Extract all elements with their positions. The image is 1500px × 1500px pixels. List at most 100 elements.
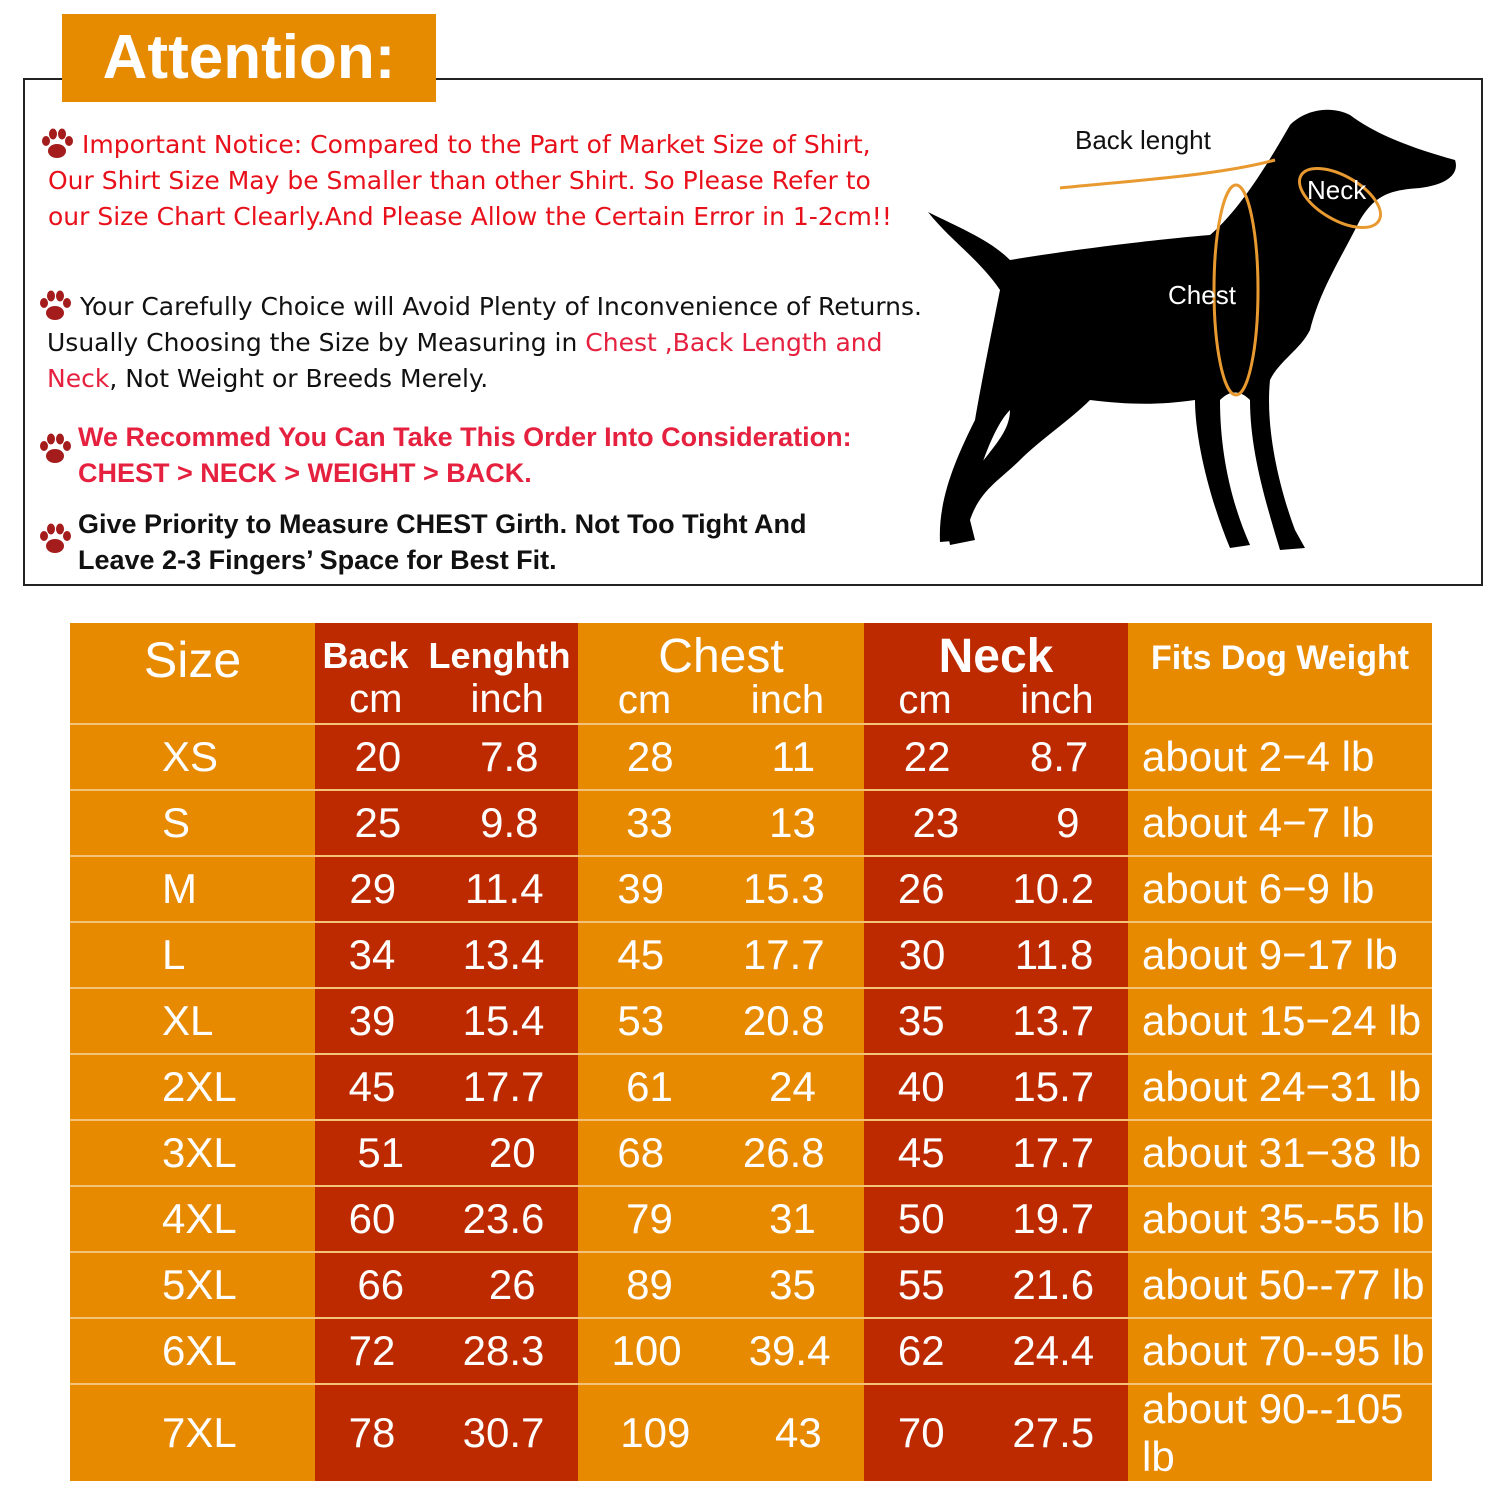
weight-cell: about 6−9 lb (1128, 855, 1432, 922)
value-cm: 66 (357, 1261, 405, 1308)
value-cm: 33 (626, 799, 673, 846)
value-inch: 17.7 (462, 1063, 545, 1110)
value-inch: 13 (769, 799, 816, 846)
value-cm: 34 (348, 931, 396, 978)
attention-banner: Attention: (62, 14, 436, 102)
chest-cell: 79 31 (578, 1185, 864, 1252)
neck-label: Neck (1307, 175, 1367, 205)
neck-cell: 30 11.8 (864, 921, 1128, 988)
size-cell: 7XL (70, 1383, 315, 1481)
notice-important: Important Notice: Compared to the Part o… (48, 130, 892, 231)
value-cm: 29 (349, 865, 397, 912)
value-cm: 78 (348, 1409, 396, 1456)
header-chest: Chest cm inch (578, 623, 864, 724)
weight-cell: about 15−24 lb (1128, 987, 1432, 1054)
neck-cell: 70 27.5 (864, 1383, 1128, 1481)
value-cm: 35 (897, 997, 945, 1044)
chest-cell: 61 24 (578, 1053, 864, 1120)
back-cell: 39 15.4 (315, 987, 578, 1054)
divider (23, 78, 62, 80)
value-inch: 31 (769, 1195, 816, 1242)
value-cm: 30 (898, 931, 946, 978)
value-cm: 20 (354, 733, 402, 780)
value-inch: 11.8 (1014, 931, 1094, 978)
neck-cell: 40 15.7 (864, 1053, 1128, 1120)
back-cell: 29 11.4 (315, 855, 578, 922)
value-inch: 8.7 (1029, 733, 1089, 780)
neck-cell: 55 21.6 (864, 1251, 1128, 1318)
dog-silhouette-icon (928, 109, 1456, 550)
neck-cell: 50 19.7 (864, 1185, 1128, 1252)
back-cell: 78 30.7 (315, 1383, 578, 1481)
neck-cell: 35 13.7 (864, 987, 1128, 1054)
value-inch: 9 (1056, 799, 1080, 846)
unit-cm: cm (898, 678, 952, 722)
value-cm: 39 (617, 865, 665, 912)
back-cell: 51 20 (315, 1119, 578, 1186)
weight-cell: about 4−7 lb (1128, 789, 1432, 856)
weight-cell: about 2−4 lb (1128, 723, 1432, 790)
size-cell: 4XL (70, 1185, 315, 1252)
back-cell: 66 26 (315, 1251, 578, 1318)
size-cell: 5XL (70, 1251, 315, 1318)
header-weight: Fits Dog Weight (1128, 623, 1432, 724)
value-cm: 23 (912, 799, 960, 846)
header-back: Back Lenghth cm inch (315, 623, 578, 724)
value-inch: 26.8 (742, 1129, 825, 1176)
value-inch: 24 (769, 1063, 816, 1110)
neck-cell: 62 24.4 (864, 1317, 1128, 1384)
value-cm: 53 (617, 997, 665, 1044)
table-row: S 25 9.8 33 13 23 9 about 4−7 lb (70, 789, 1432, 856)
value-cm: 51 (357, 1129, 405, 1176)
value-cm: 60 (348, 1195, 396, 1242)
table-row: XS 20 7.8 28 11 22 8.7 about 2−4 lb (70, 723, 1432, 790)
back-cell: 20 7.8 (315, 723, 578, 790)
value-cm: 26 (897, 865, 945, 912)
neck-cell: 22 8.7 (864, 723, 1128, 790)
value-inch: 7.8 (480, 733, 539, 780)
table-row: XL 39 15.4 53 20.8 35 13.7 about 15−24 lb (70, 987, 1432, 1054)
header-neck: Neck cm inch (864, 623, 1128, 724)
neck-cell: 45 17.7 (864, 1119, 1128, 1186)
value-inch: 11.4 (464, 865, 544, 912)
unit-inch: inch (470, 677, 544, 721)
table-row: 4XL 60 23.6 79 31 50 19.7 about 35--55 lb (70, 1185, 1432, 1252)
size-cell: 6XL (70, 1317, 315, 1384)
value-inch: 17.7 (742, 931, 825, 978)
header-label: Size (143, 632, 242, 688)
table-row: 2XL 45 17.7 61 24 40 15.7 about 24−31 lb (70, 1053, 1432, 1120)
value-inch: 27.5 (1012, 1409, 1095, 1456)
notice-text: Your Carefully Choice will Avoid Plenty … (47, 292, 922, 357)
chest-cell: 53 20.8 (578, 987, 864, 1054)
header-label: Back Lenghth (322, 635, 571, 676)
weight-cell: about 90--105 lb (1128, 1383, 1432, 1481)
size-cell: XS (70, 723, 315, 790)
size-cell: M (70, 855, 315, 922)
value-inch: 13.7 (1012, 997, 1095, 1044)
value-cm: 40 (897, 1063, 945, 1110)
weight-cell: about 35--55 lb (1128, 1185, 1432, 1252)
value-inch: 30.7 (462, 1409, 545, 1456)
value-cm: 61 (626, 1063, 673, 1110)
back-cell: 45 17.7 (315, 1053, 578, 1120)
value-cm: 50 (897, 1195, 945, 1242)
table-row: 7XL 78 30.7 109 43 70 27.5 about 90--105 lb (70, 1383, 1432, 1481)
value-cm: 70 (897, 1409, 945, 1456)
table-row: M 29 11.4 39 15.3 26 10.2 about 6−9 lb (70, 855, 1432, 922)
chest-cell: 89 35 (578, 1251, 864, 1318)
value-cm: 55 (897, 1261, 945, 1308)
chest-label: Chest (1168, 280, 1236, 310)
size-cell: S (70, 789, 315, 856)
header-label: Fits Dog Weight (1150, 639, 1410, 677)
notice-choice: Your Carefully Choice will Avoid Plenty … (47, 289, 927, 397)
value-cm: 89 (626, 1261, 673, 1308)
notice-order: We Recommed You Can Take This Order Into… (78, 422, 852, 488)
paw-icon (42, 128, 73, 158)
value-inch: 15.3 (742, 865, 825, 912)
weight-cell: about 31−38 lb (1128, 1119, 1432, 1186)
value-inch: 17.7 (1012, 1129, 1095, 1176)
value-cm: 62 (897, 1327, 945, 1374)
value-inch: 26 (488, 1261, 536, 1308)
value-inch: 11 (771, 733, 816, 780)
